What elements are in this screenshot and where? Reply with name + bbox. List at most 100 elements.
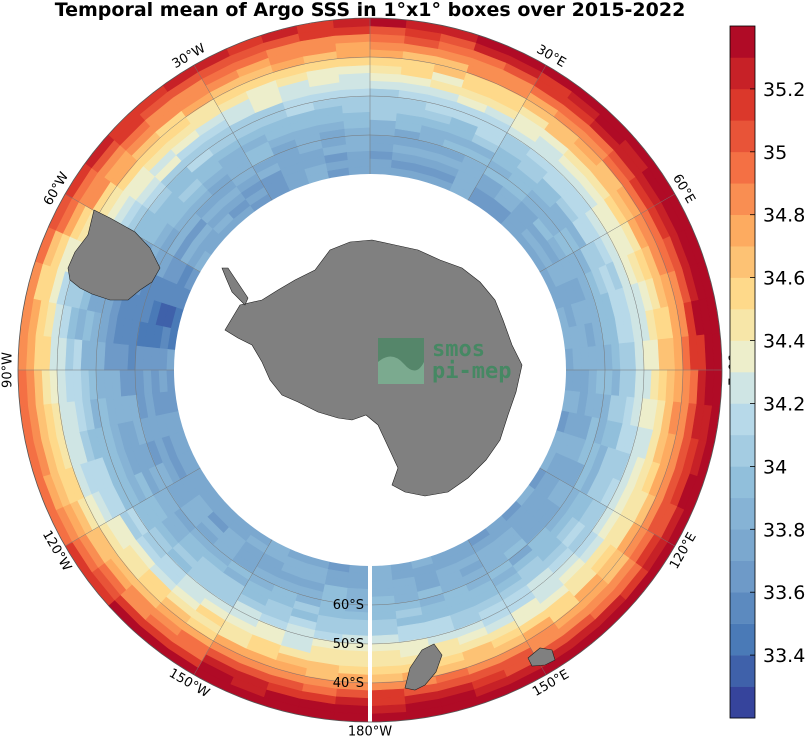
polar-map: 30°E60°E90°E120°E150°E180°W150°W120°W90°…: [1, 17, 740, 740]
meridian-line: [539, 193, 675, 273]
meridian-line: [467, 539, 547, 675]
colorbar-tick-label: 34.8: [763, 205, 805, 227]
colorbar-bin: [730, 560, 755, 593]
colorbar-bin: [730, 57, 755, 90]
colorbar-bin: [730, 372, 755, 404]
sss-cell: [158, 369, 168, 393]
sss-cell: [711, 332, 722, 371]
figure-title: Temporal mean of Argo SSS in 1°x1° boxes…: [55, 0, 686, 21]
colorbar-bin: [730, 497, 755, 530]
sss-cell: [346, 150, 371, 160]
sss-cell: [369, 142, 395, 153]
colorbar-bin: [730, 655, 755, 687]
colorbar-bin: [730, 120, 755, 153]
colorbar-bin: [730, 403, 755, 436]
sss-cell: [580, 369, 590, 394]
longitude-label: 180°W: [348, 725, 392, 740]
colorbar-tick-label: 34.4: [763, 331, 805, 353]
sss-cell: [165, 348, 176, 371]
meridian-line: [539, 467, 675, 547]
sss-cell: [347, 158, 371, 168]
sss-cell: [165, 369, 176, 392]
map-frame: [17, 17, 723, 723]
other-landmasses: [67, 209, 556, 691]
logo-text-smos: smos: [432, 337, 485, 362]
sss-cell: [142, 345, 153, 371]
sss-cell: [348, 564, 371, 575]
latitude-label: 40°S: [333, 676, 364, 691]
smos-pimep-logo: smos pi-mep: [378, 337, 511, 384]
sss-cell: [348, 165, 371, 176]
colorbar-bin: [730, 88, 755, 121]
colorbar-bin: [730, 214, 755, 247]
colorbar-bin: [730, 151, 755, 184]
antarctica-shape: [224, 239, 523, 497]
tasmania: [527, 647, 556, 667]
sss-cell: [346, 580, 371, 590]
colorbar-bin: [730, 277, 755, 310]
new-zealand: [404, 643, 443, 691]
colorbar-bin: [730, 183, 755, 216]
sss-cell: [369, 587, 395, 598]
colorbar-bin: [730, 529, 755, 562]
meridian-line: [193, 539, 273, 675]
latitude-label: 60°S: [333, 598, 364, 613]
sss-cell: [369, 572, 393, 582]
sss-cell: [580, 346, 590, 371]
colorbar-bin: [730, 623, 755, 656]
colorbar-tick-label: 33.4: [763, 645, 805, 667]
latitude-label: 50°S: [333, 637, 364, 652]
colorbar-tick-label: 33.6: [763, 582, 805, 604]
colorbar-bin: [730, 434, 755, 467]
antarctic-peninsula: [221, 267, 249, 306]
sss-cell: [345, 142, 371, 153]
sss-cell: [572, 347, 582, 371]
colorbar-bin: [730, 309, 755, 341]
sss-cell: [332, 18, 371, 29]
colorbar-bin: [730, 592, 755, 624]
sss-cell: [564, 348, 575, 371]
colorbar-tick-label: 35: [763, 142, 787, 164]
colorbar-tick-label: 34.6: [763, 268, 805, 290]
south-america-tip: [67, 209, 161, 301]
colorbar-tick-label: 34.2: [763, 394, 805, 416]
sss-cell: [142, 369, 153, 395]
sss-cell: [150, 369, 160, 394]
sss-cell: [369, 564, 392, 575]
colorbar-bin: [730, 686, 755, 719]
sss-cell: [369, 580, 394, 590]
sss-cell: [572, 369, 582, 393]
colorbar-tick-label: 33.8: [763, 519, 805, 541]
sss-cell: [564, 369, 575, 392]
sss-cell: [347, 572, 371, 582]
sss-cell: [587, 345, 598, 371]
sss-cell: [369, 150, 394, 160]
colorbar-bins: [730, 26, 755, 719]
colorbar-ticks: 35.2 35 34.8 34.6 34.4 34.2 34 33.8 33.6 33.4: [750, 79, 805, 667]
sss-cell: [369, 711, 408, 722]
sss-cell: [18, 369, 29, 408]
colorbar-bin: [730, 26, 755, 58]
colorbar-tick-label: 35.2: [763, 79, 805, 101]
sss-cell: [369, 165, 392, 176]
colorbar: 35.2 35 34.8 34.6 34.4 34.2 34 33.8 33.6 33.4: [729, 25, 805, 719]
logo-wave: [378, 356, 424, 384]
sss-cell: [150, 346, 160, 371]
colorbar-tick-label: 34: [763, 456, 787, 478]
sss-cell: [345, 587, 371, 598]
sss-cell: [587, 369, 598, 395]
meridian-line: [467, 65, 547, 201]
longitude-label: 90°W: [1, 352, 16, 388]
colorbar-bin: [730, 340, 755, 373]
antarctica-landmass: [221, 239, 523, 497]
colorbar-frame: [729, 25, 756, 719]
colorbar-bin: [730, 246, 755, 278]
meridian-line: [65, 467, 201, 547]
latitude-labels: 60°S 50°S 40°S: [333, 598, 364, 691]
sss-cell: [158, 347, 168, 371]
logo-text-pimep: pi-mep: [432, 359, 511, 384]
meridian-line: [193, 65, 273, 201]
colorbar-bin: [730, 466, 755, 499]
sss-cell: [369, 158, 393, 168]
